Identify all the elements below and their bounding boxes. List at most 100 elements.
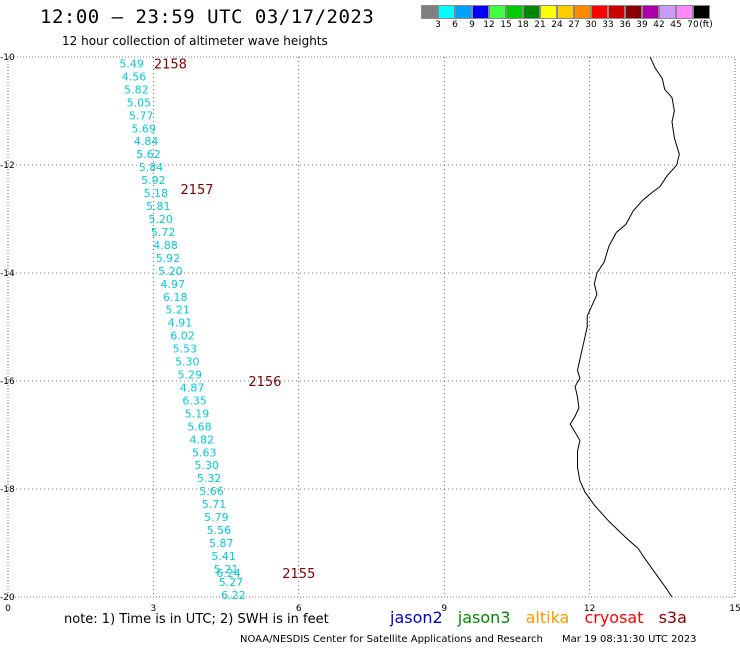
satellite-altika: altika xyxy=(525,608,570,627)
legend-label: 39 xyxy=(636,20,648,30)
legend-label: 3 xyxy=(435,20,441,30)
legend-labels: 3 6 9 12 15 18 21 24 27 30 33 36 39 42 45 70 (ft) xyxy=(421,19,713,31)
wave-height-label: 6.24 xyxy=(216,567,241,580)
satellite-jason3: jason3 xyxy=(457,608,511,627)
wave-height-label: 5.30 xyxy=(175,356,200,369)
y-tick-label: -10 xyxy=(0,53,15,63)
legend-swatch xyxy=(472,5,489,19)
map-frame xyxy=(7,56,736,598)
legend-swatch xyxy=(608,5,625,19)
wave-height-label: 5.32 xyxy=(197,472,222,485)
wave-height-label: 5.92 xyxy=(141,174,166,187)
pass-number-label: 2155 xyxy=(282,567,315,582)
wave-height-label: 5.21 xyxy=(214,563,239,576)
legend-swatch xyxy=(676,5,693,19)
wave-height-label: 5.63 xyxy=(192,446,217,459)
wave-height-label: 5.53 xyxy=(173,343,198,356)
legend-swatch xyxy=(421,5,438,19)
legend-label: 15 xyxy=(500,20,512,30)
wave-height-label: 5.81 xyxy=(146,200,171,213)
legend-label: 18 xyxy=(517,20,529,30)
wave-height-label: 5.18 xyxy=(144,187,169,200)
wave-height-label: 4.87 xyxy=(180,381,205,394)
wave-height-label: 5.66 xyxy=(199,485,224,498)
legend-label: 27 xyxy=(568,20,580,30)
wave-height-label: 5.30 xyxy=(194,459,219,472)
footer: NOAA/NESDIS Center for Satellite Applica… xyxy=(240,634,697,645)
wave-height-label: 5.79 xyxy=(204,511,229,524)
satellite-s3a: s3a xyxy=(658,608,687,627)
wave-height-label: 5.72 xyxy=(151,226,176,239)
x-tick-label: 15 xyxy=(729,604,740,614)
y-tick-label: -14 xyxy=(0,269,15,279)
x-tick-label: 3 xyxy=(151,604,157,614)
satellite-cryosat: cryosat xyxy=(584,608,644,627)
pass-number-label: 2157 xyxy=(180,183,213,198)
y-tick-label: -18 xyxy=(0,485,15,495)
legend-swatch xyxy=(625,5,642,19)
legend-unit: (ft) xyxy=(699,20,713,30)
wave-height-label: 4.84 xyxy=(134,135,159,148)
wave-height-label: 5.29 xyxy=(178,369,203,382)
wave-height-label: 5.27 xyxy=(219,576,244,589)
legend-swatch xyxy=(540,5,557,19)
page-subtitle: 12 hour collection of altimeter wave hei… xyxy=(62,34,328,48)
legend-swatch xyxy=(557,5,574,19)
y-tick-label: -20 xyxy=(0,593,15,603)
wave-height-label: 5.49 xyxy=(119,57,144,70)
legend-swatch xyxy=(574,5,591,19)
wave-height-label: 6.18 xyxy=(163,291,188,304)
y-tick-label: -12 xyxy=(0,161,15,171)
legend-swatches xyxy=(421,5,710,19)
footer-org: NOAA/NESDIS Center for Satellite Applica… xyxy=(240,634,543,645)
wave-height-label: 5.71 xyxy=(202,498,227,511)
legend-swatch xyxy=(489,5,506,19)
wave-height-label: 5.77 xyxy=(129,109,154,122)
wave-height-label: 6.22 xyxy=(221,589,246,602)
legend-swatch xyxy=(642,5,659,19)
footer-timestamp: Mar 19 08:31:30 UTC 2023 xyxy=(562,634,697,645)
wave-height-label: 5.56 xyxy=(207,524,232,537)
wave-height-label: 4.97 xyxy=(161,278,186,291)
legend-label: 45 xyxy=(670,20,682,30)
legend-swatch xyxy=(591,5,608,19)
legend-label: 30 xyxy=(585,20,597,30)
x-tick-label: 6 xyxy=(296,604,302,614)
x-tick-label: 12 xyxy=(584,604,595,614)
wave-height-label: 5.87 xyxy=(209,537,234,550)
legend-swatch xyxy=(523,5,540,19)
legend-label: 36 xyxy=(619,20,631,30)
coastline xyxy=(569,56,680,598)
wave-height-label: 5.68 xyxy=(187,420,212,433)
legend-swatch xyxy=(438,5,455,19)
legend-label: 12 xyxy=(483,20,495,30)
legend-swatch xyxy=(659,5,676,19)
wave-height-label: 4.91 xyxy=(168,317,193,330)
wave-height-label: 5.82 xyxy=(124,83,149,96)
color-legend: 3 6 9 12 15 18 21 24 27 30 33 36 39 42 45 70 (ft) xyxy=(421,5,713,31)
x-tick-label: 0 xyxy=(5,604,11,614)
wave-height-label: 5.41 xyxy=(211,550,236,563)
legend-label: 70 xyxy=(687,20,699,30)
legend-label: 42 xyxy=(653,20,665,30)
pass-number-label: 2158 xyxy=(154,57,187,72)
wave-height-label: 6.02 xyxy=(170,330,195,343)
legend-swatch xyxy=(693,5,710,19)
wave-height-label: 5.62 xyxy=(136,148,161,161)
legend-swatch xyxy=(455,5,472,19)
page-title: 12:00 – 23:59 UTC 03/17/2023 xyxy=(40,6,375,28)
satellite-legend: jason2 jason3 altika cryosat s3a xyxy=(390,608,697,627)
wave-height-label: 5.84 xyxy=(139,161,164,174)
y-tick-label: -16 xyxy=(0,377,15,387)
wave-height-label: 4.56 xyxy=(122,70,147,83)
legend-label: 21 xyxy=(534,20,546,30)
wave-height-label: 5.19 xyxy=(185,407,210,420)
legend-label: 24 xyxy=(551,20,563,30)
wave-height-label: 5.20 xyxy=(158,265,183,278)
satellite-jason2: jason2 xyxy=(390,608,443,627)
legend-label: 6 xyxy=(452,20,458,30)
wave-height-label: 5.92 xyxy=(156,252,181,265)
pass-number-label: 2156 xyxy=(248,375,281,390)
x-tick-label: 9 xyxy=(441,604,447,614)
